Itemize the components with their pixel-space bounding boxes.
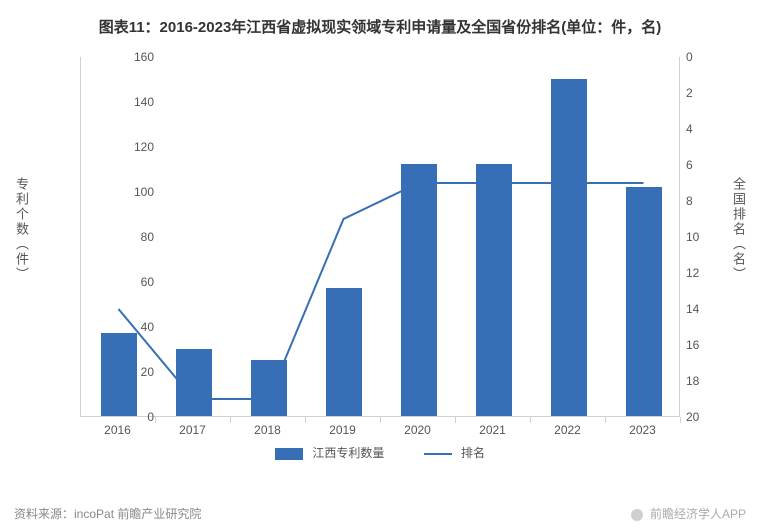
x-tick-mark	[305, 417, 306, 423]
y-left-tick: 120	[124, 140, 154, 154]
y-axis-left-title: 专利个数（件）	[12, 177, 31, 282]
bar	[176, 349, 212, 417]
x-tick-mark	[605, 417, 606, 423]
source-footer: 资料来源：incoPat 前瞻产业研究院	[14, 505, 201, 522]
watermark-icon	[631, 509, 643, 521]
x-tick-mark	[680, 417, 681, 423]
y-axis-right-title: 全国排名（名）	[729, 177, 748, 282]
bar	[551, 79, 587, 417]
chart-container: 专利个数（件） 全国排名（名） 江西专利数量 排名 02040608010012…	[0, 37, 760, 469]
y-right-tick: 12	[686, 266, 716, 280]
x-tick: 2022	[554, 423, 581, 437]
bar	[326, 288, 362, 416]
x-tick-mark	[455, 417, 456, 423]
legend-bar-label: 江西专利数量	[312, 446, 384, 460]
watermark: 前瞻经济学人APP	[631, 505, 746, 522]
y-right-tick: 16	[686, 338, 716, 352]
y-left-tick: 40	[124, 320, 154, 334]
y-right-tick: 14	[686, 302, 716, 316]
x-tick: 2018	[254, 423, 281, 437]
y-right-tick: 8	[686, 194, 716, 208]
y-left-tick: 140	[124, 95, 154, 109]
bar	[251, 360, 287, 416]
y-left-tick: 100	[124, 185, 154, 199]
bar	[626, 187, 662, 417]
x-tick: 2020	[404, 423, 431, 437]
y-left-tick: 0	[124, 410, 154, 424]
x-tick: 2016	[104, 423, 131, 437]
y-right-tick: 2	[686, 86, 716, 100]
y-right-tick: 18	[686, 374, 716, 388]
watermark-text: 前瞻经济学人APP	[650, 507, 746, 521]
x-tick: 2023	[629, 423, 656, 437]
legend-bar-swatch	[275, 448, 303, 460]
x-tick: 2019	[329, 423, 356, 437]
x-tick-mark	[155, 417, 156, 423]
x-tick: 2017	[179, 423, 206, 437]
legend: 江西专利数量 排名	[0, 444, 760, 461]
legend-line-swatch	[424, 453, 452, 455]
y-left-tick: 60	[124, 275, 154, 289]
y-left-tick: 20	[124, 365, 154, 379]
y-left-tick: 160	[124, 50, 154, 64]
legend-line: 排名	[424, 444, 485, 461]
line-series	[81, 57, 681, 417]
bar	[476, 164, 512, 416]
chart-title: 图表11：2016-2023年江西省虚拟现实领域专利申请量及全国省份排名(单位：…	[0, 0, 760, 37]
y-right-tick: 20	[686, 410, 716, 424]
plot-area	[80, 57, 680, 417]
x-tick: 2021	[479, 423, 506, 437]
y-right-tick: 0	[686, 50, 716, 64]
legend-bar: 江西专利数量	[275, 444, 384, 461]
y-right-tick: 6	[686, 158, 716, 172]
y-left-tick: 80	[124, 230, 154, 244]
x-tick-mark	[530, 417, 531, 423]
legend-line-label: 排名	[461, 446, 485, 460]
bar	[401, 164, 437, 416]
y-right-tick: 4	[686, 122, 716, 136]
x-tick-mark	[230, 417, 231, 423]
x-tick-mark	[380, 417, 381, 423]
y-right-tick: 10	[686, 230, 716, 244]
